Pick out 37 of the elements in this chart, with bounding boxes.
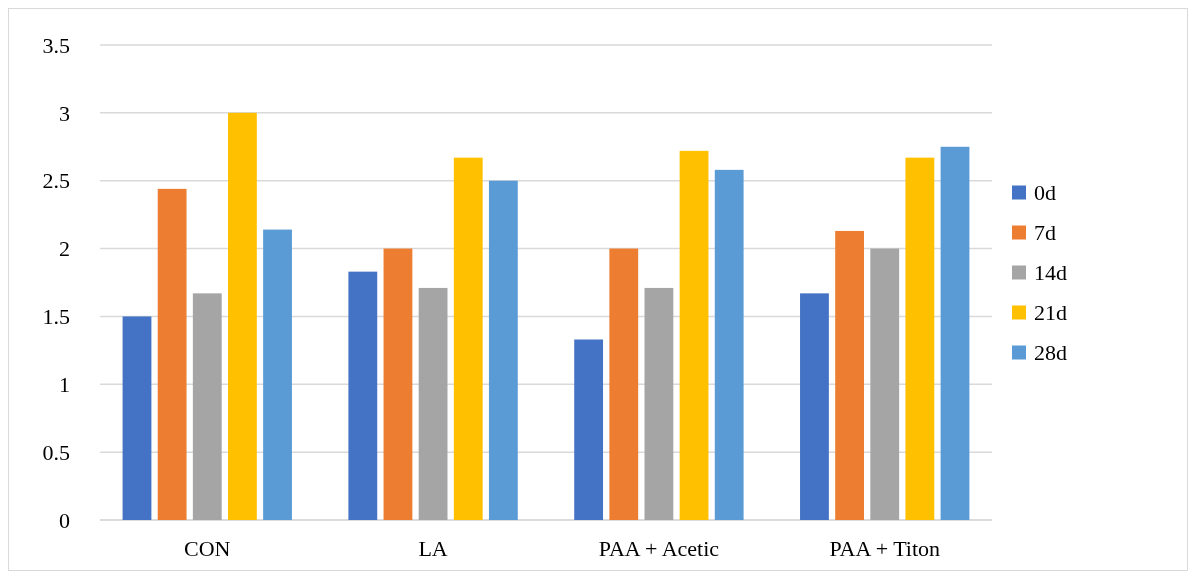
bar bbox=[348, 271, 378, 520]
bar bbox=[383, 248, 413, 520]
bar bbox=[192, 293, 222, 520]
bar bbox=[940, 146, 970, 520]
bar bbox=[679, 150, 709, 520]
y-tick-label: 1.5 bbox=[42, 304, 70, 330]
legend-label: 21d bbox=[1034, 300, 1067, 326]
y-tick-label: 0 bbox=[59, 507, 70, 533]
bar bbox=[609, 248, 639, 520]
bar bbox=[905, 157, 935, 520]
x-tick-label: LA bbox=[418, 536, 448, 561]
x-tick-label: PAA + Titon bbox=[829, 536, 941, 561]
legend-label: 7d bbox=[1034, 220, 1056, 246]
legend-label: 14d bbox=[1034, 260, 1067, 286]
y-tick-label: 1 bbox=[59, 371, 70, 397]
bar bbox=[157, 188, 187, 520]
y-tick-label: 0.5 bbox=[42, 439, 70, 465]
x-tick-label: CON bbox=[184, 536, 231, 561]
bar bbox=[835, 230, 864, 520]
y-tick-label: 2.5 bbox=[42, 168, 70, 194]
bar bbox=[870, 248, 900, 520]
legend-label: 28d bbox=[1034, 340, 1067, 366]
bar bbox=[800, 293, 829, 520]
bar bbox=[263, 229, 292, 520]
legend-label: 0d bbox=[1034, 180, 1056, 206]
bar bbox=[574, 339, 604, 520]
x-tick-label: PAA + Acetic bbox=[598, 536, 720, 561]
bar bbox=[122, 316, 152, 520]
bar bbox=[418, 287, 448, 520]
y-tick-label: 3.5 bbox=[42, 32, 70, 58]
y-tick-label: 2 bbox=[59, 236, 70, 262]
bar bbox=[453, 157, 483, 520]
bar bbox=[228, 112, 257, 520]
bar bbox=[644, 287, 674, 520]
y-tick-label: 3 bbox=[59, 100, 70, 126]
bar bbox=[714, 169, 744, 520]
bar bbox=[488, 180, 518, 520]
